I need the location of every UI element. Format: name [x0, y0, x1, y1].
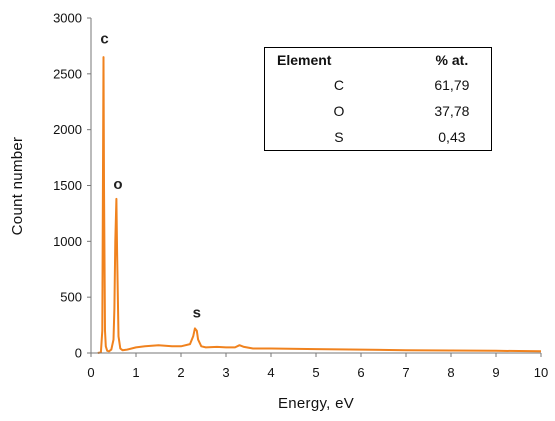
- composition-table: Element % at. C 61,79 O 37,78 S 0,43: [264, 47, 492, 151]
- x-tick-label: 2: [177, 365, 184, 380]
- x-tick-label: 6: [357, 365, 364, 380]
- spectrum-series-line: [97, 56, 542, 354]
- table-row: O 37,78: [265, 98, 492, 124]
- x-tick-label: 8: [447, 365, 454, 380]
- y-tick-label: 500: [60, 290, 82, 305]
- y-tick-label: 3000: [53, 11, 82, 26]
- y-tick-label: 1000: [53, 234, 82, 249]
- y-tick-label: 0: [75, 346, 82, 361]
- x-tick-label: 7: [402, 365, 409, 380]
- y-tick-label: 2500: [53, 66, 82, 81]
- x-tick-label: 5: [312, 365, 319, 380]
- x-tick-label: 4: [267, 365, 274, 380]
- table-row: S 0,43: [265, 124, 492, 151]
- x-tick-label: 9: [492, 365, 499, 380]
- y-axis-title: Count number: [9, 137, 26, 236]
- peak-label-c: c: [100, 31, 108, 48]
- table-header-element: Element: [277, 52, 332, 68]
- table-cell-percent: 61,79: [434, 76, 470, 93]
- x-tick-label: 0: [87, 365, 94, 380]
- x-tick-label: 1: [132, 365, 139, 380]
- table-cell-element: S: [334, 128, 344, 145]
- peak-label-o: o: [113, 176, 122, 193]
- table-header-row: Element % at.: [265, 48, 492, 73]
- table-header-percent: % at.: [435, 52, 469, 68]
- y-tick-label: 2000: [53, 122, 82, 137]
- table-row: C 61,79: [265, 72, 492, 98]
- table-cell-percent: 0,43: [438, 128, 466, 145]
- y-axis-ticks: 0 500 1000 1500 2000 2500 3000: [53, 11, 91, 361]
- x-axis-ticks: 0 1 2 3 4 5 6 7 8 9 10: [87, 353, 548, 380]
- table-cell-element: C: [333, 76, 344, 93]
- table-cell-percent: 37,78: [434, 102, 470, 119]
- x-tick-label: 10: [534, 365, 548, 380]
- table-cell-element: O: [333, 102, 345, 119]
- peak-labels: c o s: [100, 31, 201, 322]
- x-tick-label: 3: [222, 365, 229, 380]
- x-axis-title: Energy, eV: [278, 395, 354, 412]
- peak-label-s: s: [193, 304, 201, 321]
- y-tick-label: 1500: [53, 178, 82, 193]
